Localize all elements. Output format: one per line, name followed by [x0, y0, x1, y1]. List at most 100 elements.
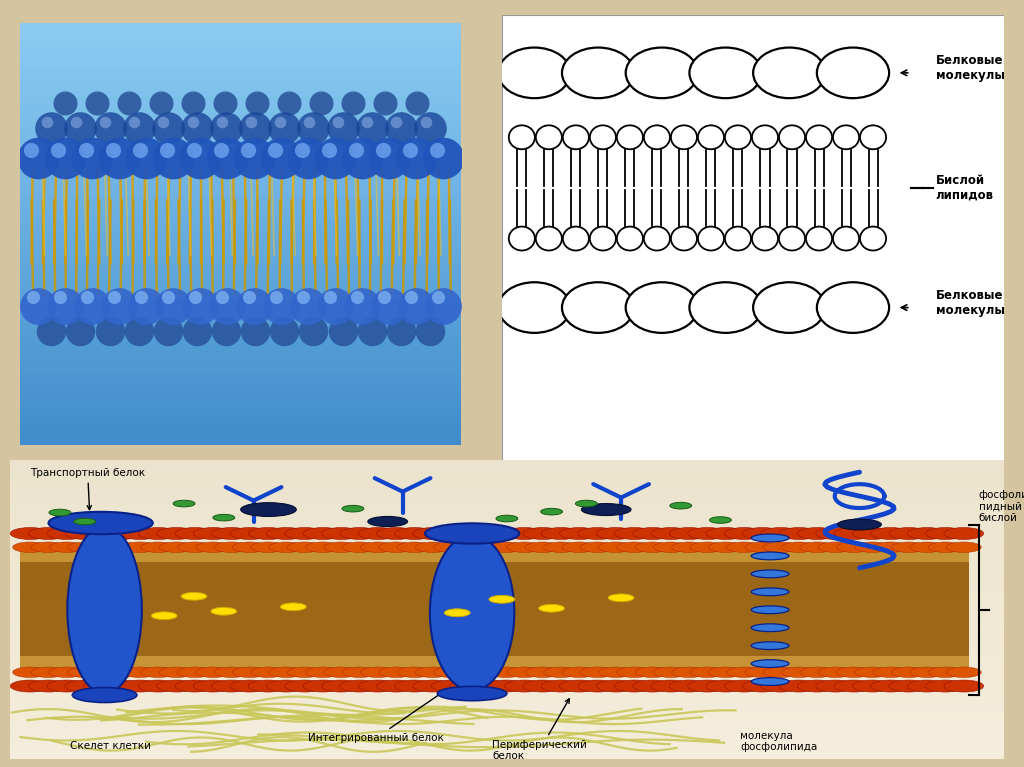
Bar [20, 301, 461, 305]
Point [271, 116, 288, 128]
Bar [20, 276, 461, 280]
Circle shape [285, 528, 325, 539]
Bar [20, 36, 461, 40]
Bar [20, 297, 461, 301]
Circle shape [837, 667, 871, 677]
Ellipse shape [626, 282, 698, 333]
Bar [20, 77, 461, 82]
Point [184, 97, 201, 109]
Circle shape [598, 667, 634, 677]
FancyBboxPatch shape [502, 15, 1004, 476]
Circle shape [47, 680, 87, 692]
Point [188, 325, 205, 337]
Circle shape [394, 528, 434, 539]
Bar [20, 40, 461, 44]
Circle shape [342, 505, 364, 512]
Bar [10, 680, 1004, 690]
Circle shape [833, 226, 859, 251]
Circle shape [507, 667, 542, 677]
Bar [20, 374, 461, 377]
Point [428, 143, 444, 156]
Circle shape [806, 226, 833, 251]
Circle shape [672, 542, 707, 552]
Circle shape [818, 542, 853, 552]
Circle shape [303, 528, 343, 539]
Point [327, 152, 343, 164]
Circle shape [68, 667, 102, 677]
Circle shape [173, 500, 195, 507]
Bar [20, 57, 461, 61]
Circle shape [651, 680, 691, 692]
Bar [20, 179, 461, 183]
Point [50, 143, 67, 156]
Bar [20, 158, 461, 163]
Bar [20, 129, 461, 133]
Bar [10, 470, 1004, 480]
Bar [20, 314, 461, 318]
Circle shape [860, 226, 886, 251]
Bar [20, 82, 461, 87]
Circle shape [928, 542, 963, 552]
Circle shape [123, 667, 158, 677]
Bar [20, 171, 461, 175]
Point [359, 116, 376, 128]
Point [219, 299, 236, 311]
Ellipse shape [752, 660, 788, 667]
Bar [10, 749, 1004, 759]
Circle shape [614, 528, 654, 539]
Circle shape [873, 542, 908, 552]
Circle shape [644, 125, 670, 150]
Circle shape [177, 667, 212, 677]
Bar [20, 281, 461, 285]
Circle shape [140, 542, 176, 552]
Circle shape [688, 528, 727, 539]
Bar [10, 460, 1004, 470]
Point [295, 291, 311, 303]
Point [276, 122, 293, 135]
Bar [20, 116, 461, 120]
Circle shape [633, 680, 673, 692]
Circle shape [232, 667, 267, 677]
Circle shape [761, 528, 801, 539]
Point [138, 152, 155, 164]
Circle shape [266, 528, 306, 539]
Circle shape [870, 528, 910, 539]
Circle shape [489, 595, 515, 603]
Circle shape [541, 528, 581, 539]
Bar [20, 70, 461, 74]
Circle shape [926, 680, 966, 692]
Bar [20, 547, 969, 671]
Point [293, 143, 309, 156]
Bar [20, 124, 461, 128]
Point [246, 152, 262, 164]
Circle shape [852, 680, 892, 692]
Bar [10, 690, 1004, 700]
Point [84, 152, 100, 164]
Point [57, 299, 74, 311]
Circle shape [322, 528, 361, 539]
Bar [20, 217, 461, 221]
Bar [10, 490, 1004, 500]
Circle shape [434, 667, 469, 677]
Bar [10, 520, 1004, 530]
Circle shape [670, 502, 691, 509]
Circle shape [86, 542, 121, 552]
Bar [20, 433, 461, 436]
Bar [10, 610, 1004, 620]
Point [344, 97, 360, 109]
Circle shape [559, 680, 599, 692]
Point [212, 143, 228, 156]
Circle shape [944, 528, 984, 539]
Circle shape [653, 667, 688, 677]
Circle shape [926, 528, 966, 539]
Circle shape [744, 542, 780, 552]
Point [435, 299, 452, 311]
Circle shape [544, 667, 579, 677]
Circle shape [672, 667, 707, 677]
Point [312, 97, 329, 109]
Circle shape [581, 667, 615, 677]
Bar [20, 52, 461, 57]
Point [381, 152, 397, 164]
Circle shape [670, 528, 709, 539]
Bar [20, 61, 461, 65]
